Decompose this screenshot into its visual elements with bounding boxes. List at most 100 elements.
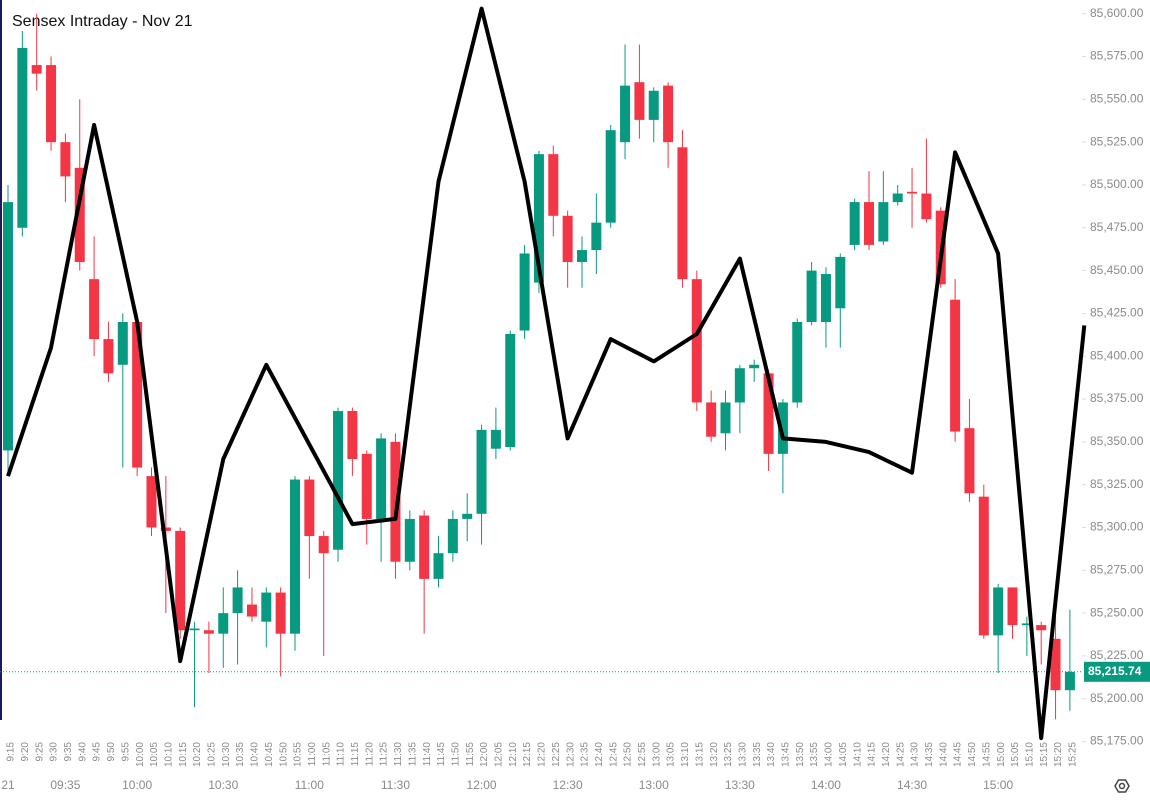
- x-tick-label: 13:15: [694, 742, 705, 767]
- candle-body: [634, 82, 645, 120]
- x-tick-label: 15:20: [1053, 742, 1064, 767]
- candle-body: [720, 402, 731, 434]
- x-tick-label: 11:40: [422, 742, 433, 767]
- x-major-label: 12:30: [553, 778, 583, 792]
- x-major-label: 15:00: [983, 778, 1013, 792]
- x-tick-label: 14:55: [981, 742, 992, 767]
- candle-body: [792, 321, 803, 403]
- candle-body: [1050, 638, 1061, 691]
- last-price-badge: [1084, 661, 1150, 682]
- x-major-label: 14:30: [897, 778, 927, 792]
- x-tick-label: 12:25: [551, 742, 562, 767]
- x-tick-label: 13:50: [795, 742, 806, 767]
- x-tick-label: 9:30: [49, 742, 60, 762]
- y-tick-label: 85,225.00: [1090, 648, 1144, 662]
- candle-body: [663, 85, 674, 143]
- x-tick-label: 9:20: [20, 742, 31, 762]
- candle-body: [548, 154, 559, 216]
- overlay-line: [6, 6, 1087, 741]
- x-tick-label: 12:20: [537, 742, 548, 767]
- candle-body: [820, 274, 831, 322]
- x-tick-label: 14:15: [867, 742, 878, 767]
- x-tick-label: 15:05: [1010, 742, 1021, 767]
- candle-body: [892, 193, 903, 203]
- x-tick-label: 13:35: [752, 742, 763, 767]
- x-tick-label: 12:15: [522, 742, 533, 767]
- candle-body: [160, 527, 171, 531]
- candle-body: [907, 191, 918, 194]
- candle-body: [304, 479, 315, 537]
- x-tick-label: 13:25: [723, 742, 734, 767]
- candle-body: [103, 339, 114, 374]
- settings-icon[interactable]: [1114, 779, 1130, 793]
- y-tick-label: 85,275.00: [1090, 562, 1144, 576]
- candle-body: [390, 441, 401, 562]
- x-tick-label: 13:40: [766, 742, 777, 767]
- x-tick-label: 10:20: [192, 742, 203, 767]
- y-tick-label: 85,600.00: [1090, 6, 1144, 20]
- x-major-label: 09:35: [50, 778, 80, 792]
- y-tick-label: 85,350.00: [1090, 434, 1144, 448]
- y-tick-label: 85,325.00: [1090, 477, 1144, 491]
- x-tick-label: 13:05: [666, 742, 677, 767]
- candle-body: [46, 65, 57, 143]
- x-tick-label: 12:10: [508, 742, 519, 767]
- x-major-label: 10:00: [122, 778, 152, 792]
- x-tick-label: 12:50: [623, 742, 634, 767]
- x-tick-label: 14:00: [824, 742, 835, 767]
- candle-body: [175, 530, 186, 631]
- x-tick-label: 10:15: [178, 742, 189, 767]
- candle-body: [677, 147, 688, 280]
- candle-body: [835, 256, 846, 309]
- candle-body: [505, 333, 516, 447]
- candle-body: [447, 518, 458, 554]
- candle-body: [476, 429, 487, 514]
- candle-body: [361, 453, 372, 519]
- x-tick-label: 9:45: [92, 742, 103, 762]
- candle-body: [189, 628, 200, 631]
- candle-body: [806, 270, 817, 322]
- candle-body: [275, 592, 286, 634]
- settings-hole: [1118, 782, 1126, 790]
- x-tick-label: 14:50: [967, 742, 978, 767]
- x-tick-label: 11:25: [379, 742, 390, 767]
- x-tick-label: 13:10: [680, 742, 691, 767]
- y-tick-label: 85,250.00: [1090, 605, 1144, 619]
- candle-body: [577, 250, 587, 263]
- y-tick-label: 85,475.00: [1090, 220, 1144, 234]
- x-major-label: 13:30: [725, 778, 755, 792]
- x-tick-label: 9:25: [34, 742, 45, 762]
- x-tick-label: 11:00: [307, 742, 318, 767]
- candle-body: [620, 85, 631, 143]
- x-tick-label: 15:10: [1024, 742, 1035, 767]
- x-tick-label: 9:55: [120, 742, 131, 762]
- x-major-label: 13:00: [639, 778, 669, 792]
- y-tick-label: 85,300.00: [1090, 520, 1144, 534]
- last-price-label: 85,215.74: [1088, 664, 1142, 678]
- settings-shape: [1114, 779, 1130, 793]
- x-tick-label: 14:25: [895, 742, 906, 767]
- x-major-label: 12:00: [467, 778, 497, 792]
- x-tick-label: 13:55: [809, 742, 820, 767]
- candle-body: [261, 592, 272, 622]
- candle-body: [318, 536, 329, 554]
- candle-body: [433, 553, 444, 579]
- x-tick-label: 12:00: [479, 742, 490, 767]
- candle-body: [978, 496, 989, 636]
- x-tick-label: 14:35: [924, 742, 935, 767]
- x-tick-label: 10:00: [135, 742, 146, 767]
- candle-body: [132, 321, 143, 468]
- x-tick-label: 11:15: [350, 742, 361, 767]
- x-tick-label: 15:15: [1039, 742, 1050, 767]
- candle-body: [562, 215, 573, 263]
- candle-body: [533, 154, 544, 283]
- x-tick-label: 13:30: [737, 742, 748, 767]
- x-tick-label: 13:00: [651, 742, 662, 767]
- x-tick-label: 11:30: [393, 742, 404, 767]
- x-tick-label: 12:30: [565, 742, 576, 767]
- candle-body: [749, 364, 760, 369]
- x-tick-label: 12:55: [637, 742, 648, 767]
- candle-body: [462, 513, 473, 519]
- x-major-label: 11:00: [295, 778, 324, 792]
- candle-body: [777, 402, 788, 454]
